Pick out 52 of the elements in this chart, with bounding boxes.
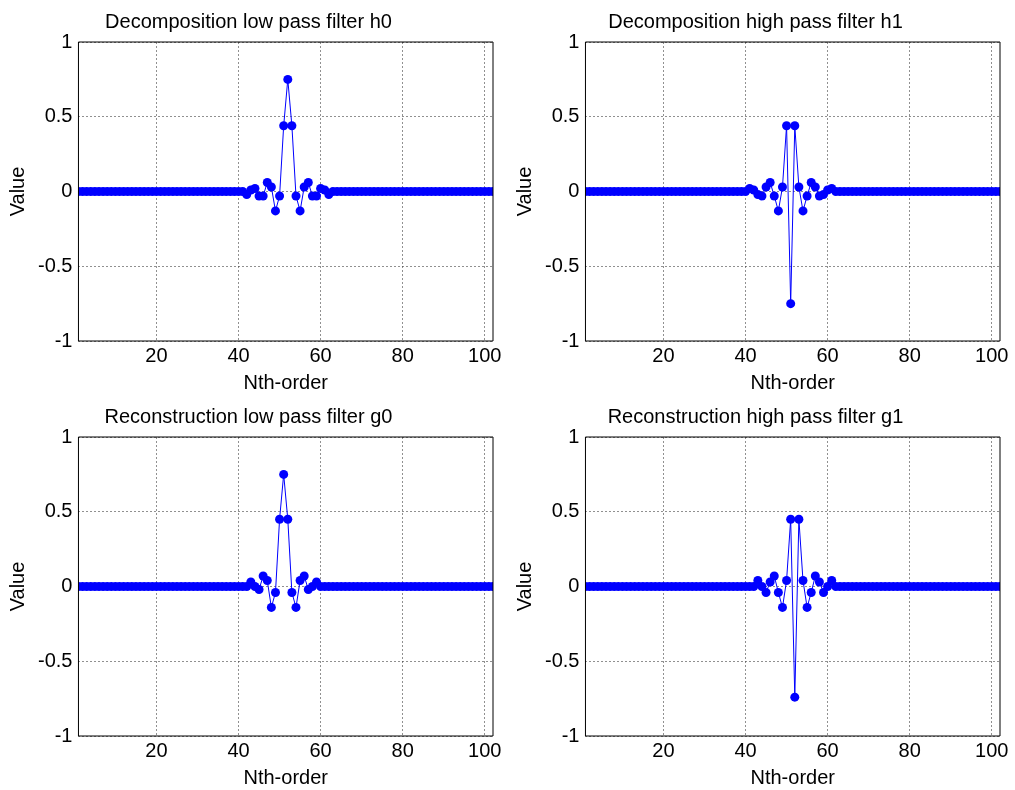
x-tick-label: 40 xyxy=(734,343,757,366)
x-tick-label: 100 xyxy=(975,343,1009,366)
y-tick-label: 0 xyxy=(61,574,73,597)
y-tick-label: 0 xyxy=(61,179,73,202)
y-tick-label: 1 xyxy=(568,424,580,447)
y-tick-label: 1 xyxy=(61,29,73,52)
y-tick-label: 0.5 xyxy=(551,104,580,127)
y-tick-label: -1 xyxy=(561,328,580,351)
y-tick-label: 1 xyxy=(61,424,73,447)
x-tick-label: 20 xyxy=(145,738,168,761)
y-tick-label: 0.5 xyxy=(44,499,73,522)
y-tick-label: 0 xyxy=(568,179,580,202)
y-axis-title: Value xyxy=(512,166,535,217)
x-tick-label: 60 xyxy=(816,738,839,761)
y-axis-title: Value xyxy=(5,561,28,612)
x-axis-title: Nth-order xyxy=(243,370,329,393)
x-tick-label: 100 xyxy=(468,738,502,761)
y-tick-label: -0.5 xyxy=(37,253,73,276)
x-tick-label: 100 xyxy=(975,738,1009,761)
x-tick-label: 60 xyxy=(309,343,332,366)
x-tick-label: 20 xyxy=(652,738,675,761)
x-axis-title: Nth-order xyxy=(750,370,836,393)
x-tick-label: 80 xyxy=(898,343,921,366)
x-axis-title: Nth-order xyxy=(243,765,329,788)
y-tick-label: 0.5 xyxy=(44,104,73,127)
y-tick-label: -1 xyxy=(54,723,73,746)
chart-title: Decomposition low pass filter h0 xyxy=(105,9,392,32)
y-tick-label: -0.5 xyxy=(544,648,580,671)
x-tick-label: 40 xyxy=(227,343,250,366)
y-axis-title: Value xyxy=(512,561,535,612)
y-axis-title: Value xyxy=(5,166,28,217)
chart-title: Reconstruction low pass filter g0 xyxy=(104,404,393,427)
y-tick-label: -0.5 xyxy=(544,253,580,276)
chart-title: Decomposition high pass filter h1 xyxy=(608,9,903,32)
x-tick-label: 60 xyxy=(309,738,332,761)
x-tick-label: 80 xyxy=(391,738,414,761)
chart-title: Reconstruction high pass filter g1 xyxy=(607,404,904,427)
y-tick-label: -1 xyxy=(561,723,580,746)
x-tick-label: 40 xyxy=(734,738,757,761)
y-tick-label: 1 xyxy=(568,29,580,52)
x-tick-label: 60 xyxy=(816,343,839,366)
x-tick-label: 40 xyxy=(227,738,250,761)
y-tick-label: 0.5 xyxy=(551,499,580,522)
x-tick-label: 100 xyxy=(468,343,502,366)
x-axis-title: Nth-order xyxy=(750,765,836,788)
y-tick-label: -0.5 xyxy=(37,648,73,671)
x-tick-label: 20 xyxy=(652,343,675,366)
x-tick-label: 20 xyxy=(145,343,168,366)
y-tick-label: 0 xyxy=(568,574,580,597)
x-tick-label: 80 xyxy=(898,738,921,761)
y-tick-label: -1 xyxy=(54,328,73,351)
x-tick-label: 80 xyxy=(391,343,414,366)
